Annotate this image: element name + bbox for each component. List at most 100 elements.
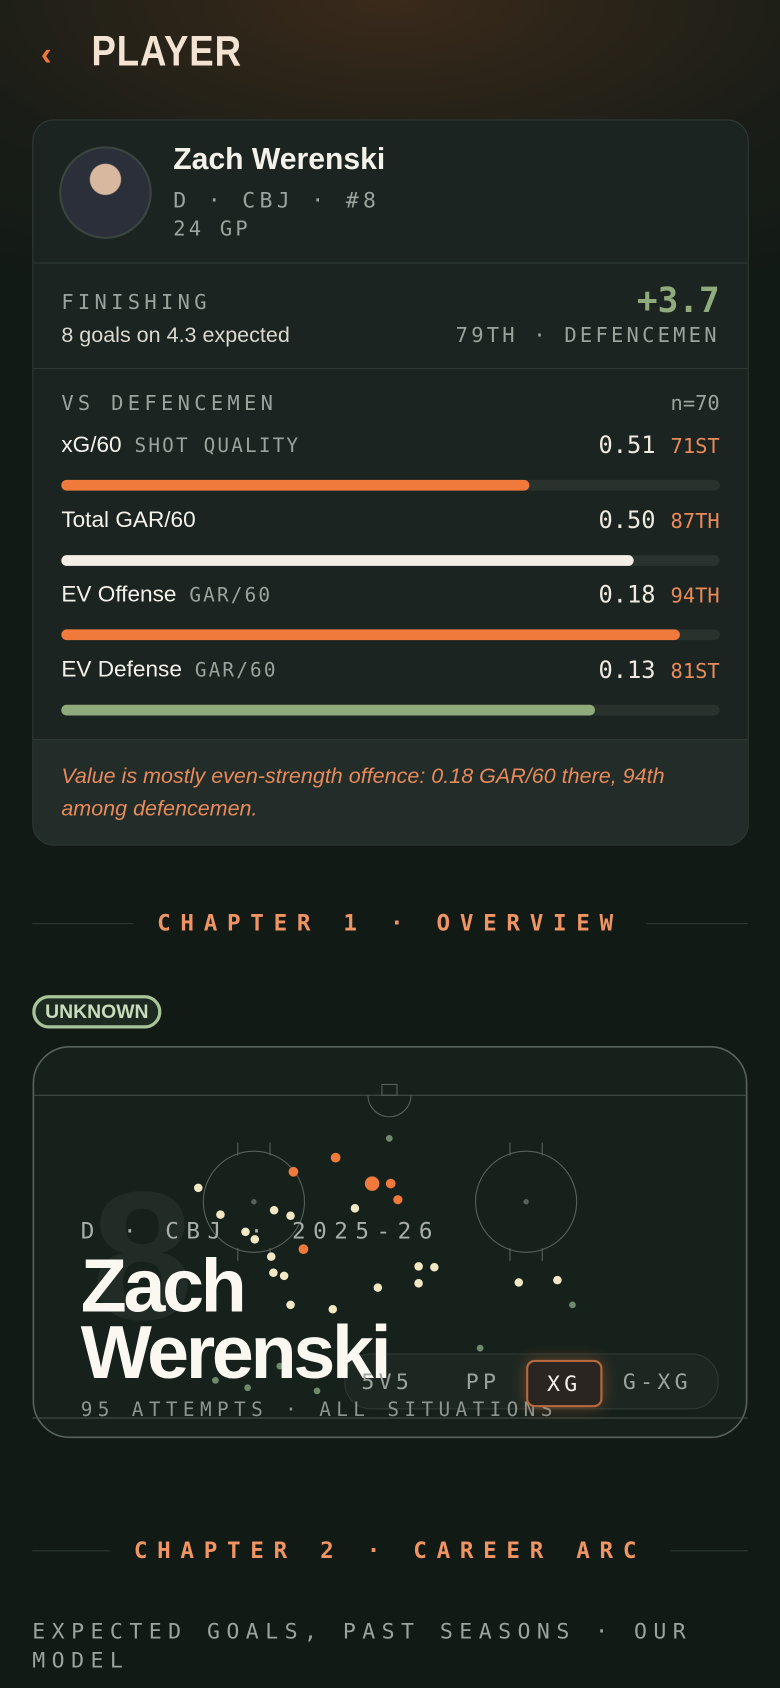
player-name: Zach Werenski — [173, 142, 386, 176]
metric-label: Total GAR/60 — [61, 507, 196, 533]
shot — [476, 1344, 484, 1352]
percentile-label: 81ST — [670, 659, 720, 684]
shot — [212, 1376, 219, 1384]
player-card: Zach Werenski D · CBJ · #8 24 GP FINISHI… — [32, 119, 749, 846]
bar-track — [61, 704, 720, 716]
shot — [385, 1135, 393, 1142]
shot — [193, 1183, 203, 1193]
divider — [33, 739, 748, 741]
shot-map — [32, 1046, 748, 1439]
shot — [569, 1301, 576, 1309]
metric-sublabel: GAR/60 — [194, 659, 278, 683]
bar — [61, 555, 635, 566]
note-panel: Value is mostly even-strength offence: 0… — [33, 739, 748, 845]
shots — [193, 1135, 576, 1395]
games-played: 24 GP — [173, 217, 251, 241]
crease — [367, 1095, 412, 1118]
shot — [385, 1178, 396, 1189]
metric-row-value: 0.13 81ST — [598, 657, 719, 684]
percentile-label: 87TH — [670, 509, 720, 534]
shot — [350, 1204, 360, 1213]
finishing-value: +3.7 — [636, 279, 720, 321]
shot — [276, 1362, 284, 1370]
note: Value is mostly even-strength offence: 0… — [61, 764, 665, 821]
back-button[interactable]: ‹ — [40, 36, 52, 73]
watermark: 8 — [91, 1154, 194, 1359]
shot — [241, 1227, 250, 1237]
metric-value: 0.51 — [598, 432, 656, 460]
bar — [61, 479, 529, 491]
chapter-title: CHAPTER 2 · CAREER ARC — [133, 1537, 647, 1564]
shot — [244, 1384, 251, 1392]
shot — [269, 1268, 278, 1277]
metric-label: EV Defense — [61, 657, 182, 683]
page-title: PLAYER — [91, 27, 242, 76]
shot — [393, 1195, 403, 1205]
finishing-rank: 79TH · DEFENCEMEN — [455, 323, 720, 348]
metric-row-value: 0.50 87TH — [598, 508, 719, 535]
shot — [216, 1210, 225, 1219]
tab[interactable]: 5V5 — [361, 1368, 414, 1395]
metric-value: 0.50 — [598, 507, 656, 535]
shot — [279, 1271, 289, 1281]
metric-row-label: EV Defense GAR/60 — [61, 657, 277, 683]
shot — [250, 1235, 260, 1244]
rule — [32, 922, 134, 924]
tab[interactable]: G-XG — [622, 1368, 692, 1395]
bar — [61, 704, 595, 716]
metric-label: xG/60 — [61, 432, 122, 458]
tab[interactable]: PP — [465, 1368, 501, 1395]
metric-sublabel: SHOT QUALITY — [134, 434, 301, 458]
rule — [32, 1549, 111, 1551]
tab[interactable]: XG — [526, 1359, 603, 1408]
player-meta: D · CBJ · #8 — [173, 187, 381, 214]
metric-row-value: 0.18 94TH — [598, 582, 719, 609]
shot — [288, 1166, 299, 1177]
shot — [313, 1387, 321, 1395]
metric-row-label: Total GAR/60 — [61, 508, 195, 534]
divider — [33, 262, 748, 264]
rule — [669, 1549, 748, 1551]
finishing-label: FINISHING — [61, 290, 211, 315]
shot — [328, 1304, 338, 1314]
rink-boards — [32, 1046, 748, 1439]
shot — [414, 1279, 423, 1288]
metric-row-label: EV Offense GAR/60 — [61, 582, 272, 608]
shot — [330, 1152, 341, 1163]
metric-sublabel: GAR/60 — [189, 584, 273, 607]
faceoff-dot — [523, 1199, 529, 1205]
metric-row-value: 0.51 71ST — [598, 432, 719, 459]
shot — [286, 1300, 295, 1310]
metric-row-label: xG/60 SHOT QUALITY — [61, 432, 300, 458]
shot — [553, 1275, 562, 1285]
bar-track — [61, 479, 720, 491]
shot — [514, 1278, 524, 1287]
shot — [430, 1262, 439, 1272]
shot — [373, 1283, 383, 1292]
chapter-heading: CHAPTER 2 · CAREER ARC — [32, 1537, 748, 1564]
eyebrow: D · CBJ · 2025-26 — [80, 1217, 440, 1244]
faceoff-dot — [251, 1199, 257, 1205]
rule — [646, 922, 748, 924]
shot — [269, 1206, 279, 1215]
badge: UNKNOWN — [32, 995, 162, 1029]
comparison-title: VS DEFENCEMEN — [61, 391, 278, 416]
caption: 95 ATTEMPTS · ALL SITUATIONS — [80, 1398, 558, 1422]
shot — [414, 1262, 423, 1271]
percentile-label: 94TH — [670, 584, 720, 608]
metric-value: 0.13 — [598, 657, 656, 685]
bar — [61, 629, 681, 641]
chapter-subtitle: EXPECTED GOALS, PAST SEASONS · OUR MODEL — [32, 1618, 693, 1673]
divider — [33, 367, 748, 370]
avatar — [59, 146, 152, 239]
metric-label: EV Offense — [61, 582, 177, 607]
bar-track — [61, 555, 720, 566]
net — [381, 1083, 398, 1096]
bar-track — [61, 629, 720, 641]
shot — [266, 1252, 276, 1261]
sample-size: n=70 — [670, 391, 720, 416]
finishing-summary: 8 goals on 4.3 expected — [61, 323, 290, 348]
chapter-heading: CHAPTER 1 · OVERVIEW — [32, 910, 748, 936]
